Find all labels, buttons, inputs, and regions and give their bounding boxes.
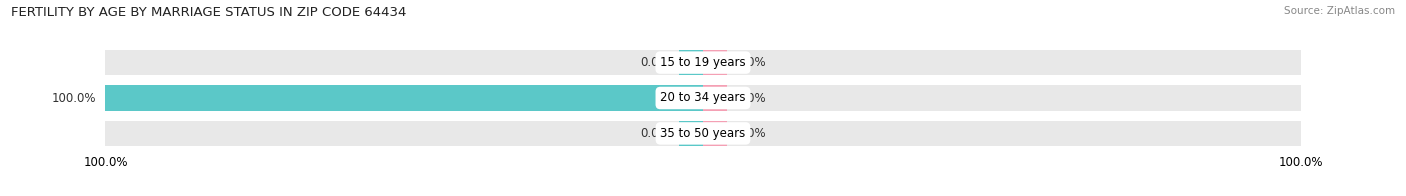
Bar bbox=[679, 121, 703, 146]
Text: 20 to 34 years: 20 to 34 years bbox=[661, 92, 745, 104]
Text: Source: ZipAtlas.com: Source: ZipAtlas.com bbox=[1284, 6, 1395, 16]
Bar bbox=[105, 50, 703, 75]
Bar bbox=[703, 50, 727, 75]
Text: FERTILITY BY AGE BY MARRIAGE STATUS IN ZIP CODE 64434: FERTILITY BY AGE BY MARRIAGE STATUS IN Z… bbox=[11, 6, 406, 19]
Text: 15 to 19 years: 15 to 19 years bbox=[661, 56, 745, 69]
Bar bbox=[703, 121, 1301, 146]
Bar bbox=[105, 85, 703, 111]
Text: 0.0%: 0.0% bbox=[735, 127, 765, 140]
Text: 0.0%: 0.0% bbox=[735, 56, 765, 69]
Bar bbox=[703, 85, 1301, 111]
Text: 100.0%: 100.0% bbox=[52, 92, 97, 104]
Text: 0.0%: 0.0% bbox=[641, 127, 671, 140]
Text: 0.0%: 0.0% bbox=[641, 56, 671, 69]
Bar bbox=[105, 121, 703, 146]
Text: 35 to 50 years: 35 to 50 years bbox=[661, 127, 745, 140]
Bar bbox=[703, 121, 727, 146]
Text: 0.0%: 0.0% bbox=[735, 92, 765, 104]
Bar bbox=[703, 85, 727, 111]
Bar bbox=[105, 85, 703, 111]
Bar bbox=[703, 50, 1301, 75]
Bar bbox=[679, 50, 703, 75]
